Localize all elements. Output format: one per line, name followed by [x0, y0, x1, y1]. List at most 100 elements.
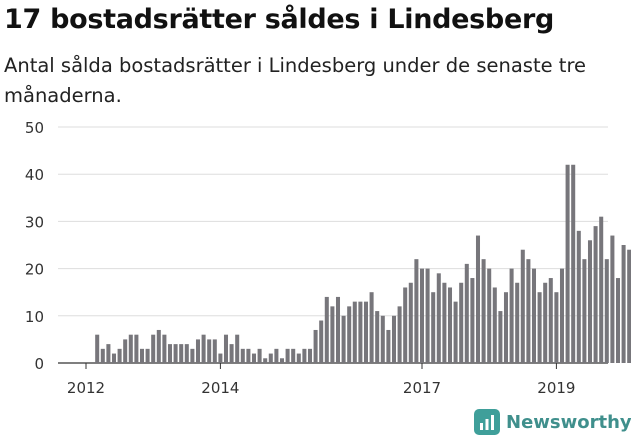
bar: [487, 268, 492, 363]
bar: [582, 259, 587, 363]
bar: [212, 339, 217, 363]
bar: [543, 282, 548, 363]
bar: [302, 348, 307, 363]
bar: [95, 334, 100, 363]
bar: [520, 249, 525, 363]
bar: [274, 348, 279, 363]
bar: [587, 240, 593, 363]
bar: [307, 348, 313, 363]
bar: [156, 329, 161, 363]
bar: [571, 164, 576, 363]
bar: [184, 344, 189, 363]
bar: [285, 348, 290, 363]
bar: [403, 287, 408, 363]
bar: [246, 348, 251, 363]
bar: [179, 344, 184, 363]
chart-subtitle: Antal sålda bostadsrätter i Lindesberg u…: [4, 54, 587, 107]
bar: [515, 282, 520, 363]
bar: [167, 344, 173, 363]
bar: [397, 306, 402, 363]
bar: [453, 301, 458, 363]
bar: [296, 353, 301, 363]
bar: [352, 301, 357, 363]
bar: [531, 268, 537, 363]
y-tick-label: 10: [25, 308, 44, 326]
bar: [380, 315, 385, 363]
bar: [145, 348, 150, 363]
bar: [604, 259, 609, 363]
bar: [492, 287, 497, 363]
bar: [627, 249, 631, 363]
bar: [621, 245, 626, 363]
bar: [223, 334, 229, 363]
bar: [268, 353, 273, 363]
y-tick-label: 50: [25, 119, 44, 137]
bar: [565, 164, 570, 363]
y-tick-label: 0: [34, 355, 44, 373]
y-tick-label: 20: [25, 261, 44, 279]
bar: [251, 353, 257, 363]
bar: [162, 334, 167, 363]
bar: [369, 292, 374, 363]
bar: [263, 358, 268, 363]
bar: [436, 273, 441, 363]
bar: [358, 301, 363, 363]
bar: [100, 348, 105, 363]
newsworthy-logo-icon: [474, 409, 500, 435]
bar: [509, 268, 514, 363]
bar: [319, 320, 324, 363]
bar: [151, 334, 156, 363]
bar: [503, 292, 509, 363]
bar: [431, 292, 436, 363]
bar: [425, 268, 430, 363]
bar: [291, 348, 296, 363]
bar: [599, 216, 604, 363]
bar: [375, 311, 380, 363]
bar: [386, 329, 391, 363]
bar: [229, 344, 234, 363]
bar: [548, 278, 553, 363]
bar: [235, 334, 240, 363]
bar: [195, 339, 201, 363]
bar: [559, 268, 565, 363]
bar: [347, 306, 352, 363]
bar: [313, 329, 318, 363]
bar: [201, 334, 206, 363]
bar: [459, 282, 464, 363]
bar: [481, 259, 486, 363]
bar: [324, 296, 329, 363]
bar: [363, 301, 369, 363]
brand-name: Newsworthy: [506, 411, 631, 433]
bar: [554, 292, 559, 363]
bar: [335, 296, 341, 363]
bar: [134, 334, 139, 363]
bar: [610, 235, 615, 363]
bar: [257, 348, 262, 363]
x-tick-label: 2017: [403, 379, 441, 397]
bar: [419, 268, 425, 363]
bar: [123, 339, 128, 363]
bar: [498, 311, 503, 363]
bar: [537, 292, 542, 363]
x-tick-label: 2014: [201, 379, 239, 397]
bar: [470, 278, 475, 363]
brand-logo: Newsworthy: [474, 407, 631, 437]
bar: [615, 278, 621, 363]
bar: [391, 315, 397, 363]
bar: [207, 339, 212, 363]
bar: [240, 348, 245, 363]
x-tick-label: 2019: [537, 379, 575, 397]
bar: [341, 315, 346, 363]
bar: [218, 353, 223, 363]
bar: [117, 348, 122, 363]
bar: [128, 334, 133, 363]
chart-title: 17 bostadsrätter såldes i Lindesberg: [4, 4, 555, 35]
bar: [106, 344, 111, 363]
bar: [190, 348, 195, 363]
x-tick-label: 2012: [67, 379, 105, 397]
bar: [464, 263, 469, 363]
bar: [526, 259, 531, 363]
bar: [414, 259, 419, 363]
bar: [111, 353, 117, 363]
bar: [442, 282, 447, 363]
